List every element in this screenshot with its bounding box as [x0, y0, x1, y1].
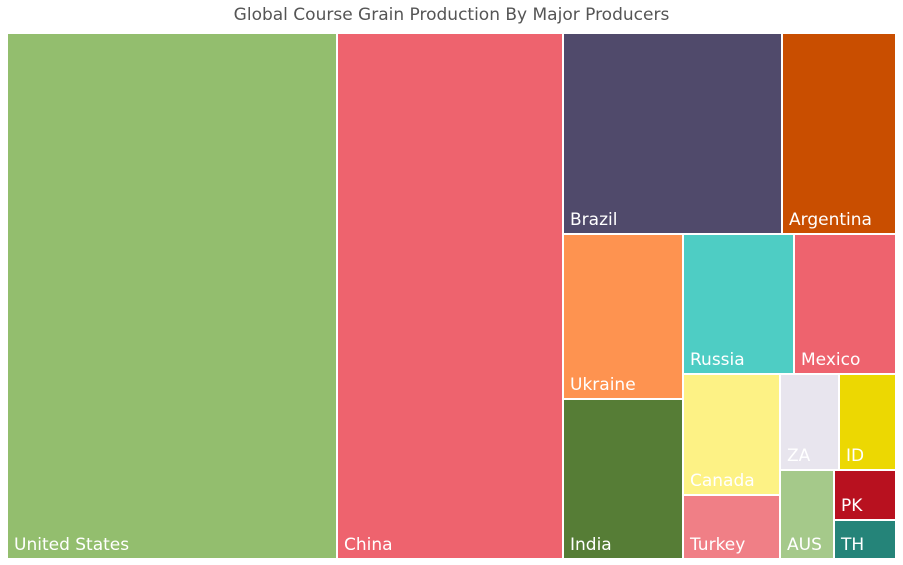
tile-label-turkey: Turkey: [689, 535, 745, 555]
tile-th: [833, 519, 897, 560]
tile-canada: [682, 373, 781, 496]
tile-label-india: India: [570, 535, 612, 555]
tile-label-mexico: Mexico: [801, 350, 860, 370]
tile-id: [838, 373, 897, 471]
tile-label-united-states: United States: [14, 535, 129, 555]
tile-mexico: [793, 233, 897, 375]
tile-brazil: [562, 32, 783, 235]
tile-label-za: ZA: [787, 446, 811, 466]
tile-label-russia: Russia: [690, 350, 745, 370]
tile-label-id: ID: [846, 446, 864, 466]
chart-title: Global Course Grain Production By Major …: [233, 5, 670, 25]
tile-label-pk: PK: [841, 496, 863, 516]
tile-turkey: [682, 494, 781, 560]
tile-aus: [779, 469, 835, 560]
tile-argentina: [781, 32, 897, 235]
tile-za: [779, 373, 840, 471]
tile-label-china: China: [344, 535, 393, 555]
tile-label-brazil: Brazil: [570, 210, 617, 230]
tile-label-argentina: Argentina: [789, 210, 872, 230]
tile-label-ukraine: Ukraine: [570, 375, 636, 395]
tile-united-states: [6, 32, 338, 560]
tile-label-aus: AUS: [787, 535, 822, 555]
tile-label-canada: Canada: [690, 471, 755, 491]
tile-china: [336, 32, 564, 560]
tile-pk: [833, 469, 897, 521]
tile-label-th: TH: [840, 535, 864, 555]
